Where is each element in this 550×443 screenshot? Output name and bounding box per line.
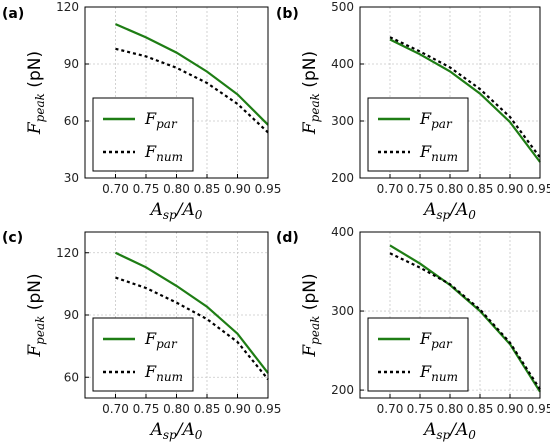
legend-label-num: Fnum [419,362,458,384]
x-tick-label: 0.85 [467,402,494,416]
y-axis-label: Fpeak (pN) [25,51,47,135]
x-tick-label: 0.75 [407,402,434,416]
y-axis-label: Fpeak (pN) [300,51,322,135]
legend-box [367,317,469,392]
y-tick-label: 300 [331,304,354,318]
x-tick-label: 0.80 [163,402,190,416]
legend-label-par: Fpar [144,329,178,351]
x-tick-label: 0.70 [377,402,404,416]
series-line-num [115,276,269,380]
y-tick-label: 90 [64,57,79,71]
x-tick-label: 0.70 [102,182,129,196]
x-tick-label: 0.75 [133,182,160,196]
panel-label: (c) [2,230,23,246]
x-tick-label: 0.80 [437,402,464,416]
y-axis-label: Fpeak (pN) [25,273,47,357]
legend-box [367,97,469,172]
legend-label-num: Fnum [419,142,458,164]
y-tick-label: 300 [331,114,354,128]
legend-box [92,97,194,172]
series-line-num [115,47,269,134]
y-tick-label: 30 [64,171,79,185]
x-axis-label: Asp/A0 [149,420,203,442]
panel-2: 0.70 0.75 0.80 0.85 0.90 0.95 200 300 400 500 (b) A… [276,0,550,222]
y-tick-label: 200 [331,171,354,185]
panel-4: 0.70 0.75 0.80 0.85 0.90 0.95 200 300 400 (d) Asp/… [276,225,550,442]
legend-box [92,317,194,392]
x-tick-label: 0.85 [467,182,494,196]
x-tick-label: 0.75 [407,182,434,196]
series-line-par [115,23,269,126]
x-tick-label: 0.90 [497,402,524,416]
y-tick-label: 500 [331,0,354,14]
legend: Fpar Fnum [367,97,469,172]
legend: Fpar Fnum [92,317,194,392]
x-tick-label: 0.95 [255,182,282,196]
panel-label: (d) [276,230,299,246]
x-tick-label: 0.70 [102,402,129,416]
panel-label: (b) [276,6,299,22]
legend-label-num: Fnum [144,362,183,384]
panel-label: (a) [2,6,24,22]
x-tick-label: 0.85 [194,182,221,196]
legend-label-par: Fpar [419,329,453,351]
x-tick-label: 0.90 [497,182,524,196]
x-tick-label: 0.90 [224,402,251,416]
legend: Fpar Fnum [92,97,194,172]
series-line-par [115,251,269,374]
series-line-par [389,38,541,163]
x-tick-label: 0.85 [194,402,221,416]
panel-1: 0.70 0.75 0.80 0.85 0.90 0.95 30 60 90 120 (a) Asp/… [2,0,281,222]
x-axis-label: Asp/A0 [149,200,203,222]
x-tick-label: 0.80 [163,182,190,196]
x-tick-label: 0.95 [527,402,550,416]
x-tick-label: 0.95 [527,182,550,196]
y-tick-label: 400 [331,225,354,239]
legend-label-par: Fpar [144,109,178,131]
y-tick-label: 200 [331,383,354,397]
panel-3: 0.70 0.75 0.80 0.85 0.90 0.95 60 90 120 (c) Asp/A0… [2,230,281,442]
y-tick-label: 120 [56,246,79,260]
legend-label-par: Fpar [419,109,453,131]
y-axis-label: Fpeak (pN) [300,273,322,357]
x-axis-label: Asp/A0 [422,200,476,222]
x-tick-label: 0.75 [133,402,160,416]
x-tick-label: 0.70 [377,182,404,196]
legend-label-num: Fnum [144,142,183,164]
y-tick-label: 60 [64,114,79,128]
y-tick-label: 120 [56,0,79,14]
x-tick-label: 0.90 [224,182,251,196]
series-line-num [389,36,541,159]
y-tick-label: 400 [331,57,354,71]
y-tick-label: 90 [64,308,79,322]
x-tick-label: 0.80 [437,182,464,196]
x-axis-label: Asp/A0 [422,420,476,442]
y-tick-label: 60 [64,370,79,384]
legend: Fpar Fnum [367,317,469,392]
x-tick-label: 0.95 [255,402,282,416]
